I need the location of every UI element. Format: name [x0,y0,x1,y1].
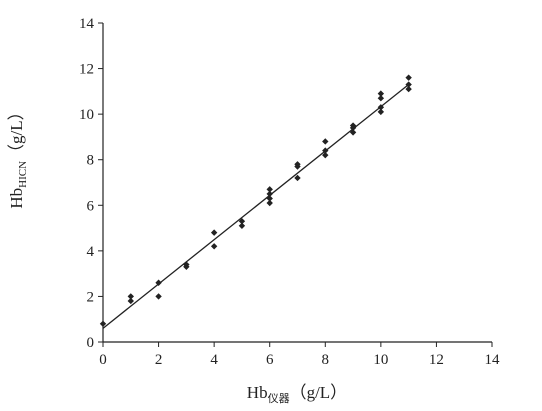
y-axis-title-unit: （g/L） [7,103,26,161]
data-point [405,81,412,88]
y-tick-label: 14 [79,16,95,32]
data-point [377,104,385,111]
data-point [266,186,273,193]
data-point [266,195,273,202]
fit-line [102,84,410,329]
y-tick-label: 12 [79,62,94,78]
y-tick-label: 4 [87,244,95,260]
data-point [99,320,107,327]
data-point [377,90,385,97]
data-point [155,293,162,300]
y-axis-title-sub: HICN [17,161,29,188]
x-axis-title-unit: （g/L） [290,383,348,402]
y-axis-title-main: Hb [7,188,26,209]
x-tick-label: 14 [485,352,501,368]
y-tick-label: 0 [87,335,95,351]
x-tick-label: 4 [210,352,218,368]
x-tick-label: 0 [99,352,107,368]
data-point [266,190,273,198]
y-tick-labels: 0 2 4 6 8 10 12 14 [79,16,95,351]
axes [98,22,493,347]
y-tick-label: 2 [87,289,95,305]
y-tick-label: 10 [79,107,94,123]
data-point [127,293,134,300]
data-point [266,199,273,207]
x-tick-label: 10 [373,352,388,368]
x-tick-label: 12 [429,352,444,368]
y-tick-label: 6 [87,198,95,214]
data-point [322,151,329,159]
data-point [349,122,357,129]
x-tick-label: 8 [322,352,330,368]
data-point [294,161,301,168]
fit-line-group [102,84,410,329]
x-tick-label: 6 [266,352,274,368]
data-point [127,297,134,305]
data-point [322,147,329,154]
data-point [210,229,218,236]
x-tick-label: 2 [155,352,163,368]
y-axis-title: HbHICN（g/L） [7,103,29,208]
data-point [405,85,412,93]
x-tick-labels: 0 2 4 6 8 10 12 14 [99,352,500,368]
y-tick-label: 8 [87,153,95,169]
x-axis-title-sub: 仪器 [268,392,290,405]
data-point [349,129,357,136]
data-points [99,74,412,327]
x-axis-title-main: Hb [247,383,268,402]
data-point [377,94,385,102]
data-point [294,174,301,182]
data-point [155,279,162,286]
data-point [238,218,246,225]
data-point [238,222,246,229]
x-axis-title: Hb仪器（g/L） [247,383,347,405]
data-point [377,108,385,116]
data-point [322,138,329,145]
data-point [405,74,412,81]
data-point [183,261,190,268]
data-point [210,243,218,250]
